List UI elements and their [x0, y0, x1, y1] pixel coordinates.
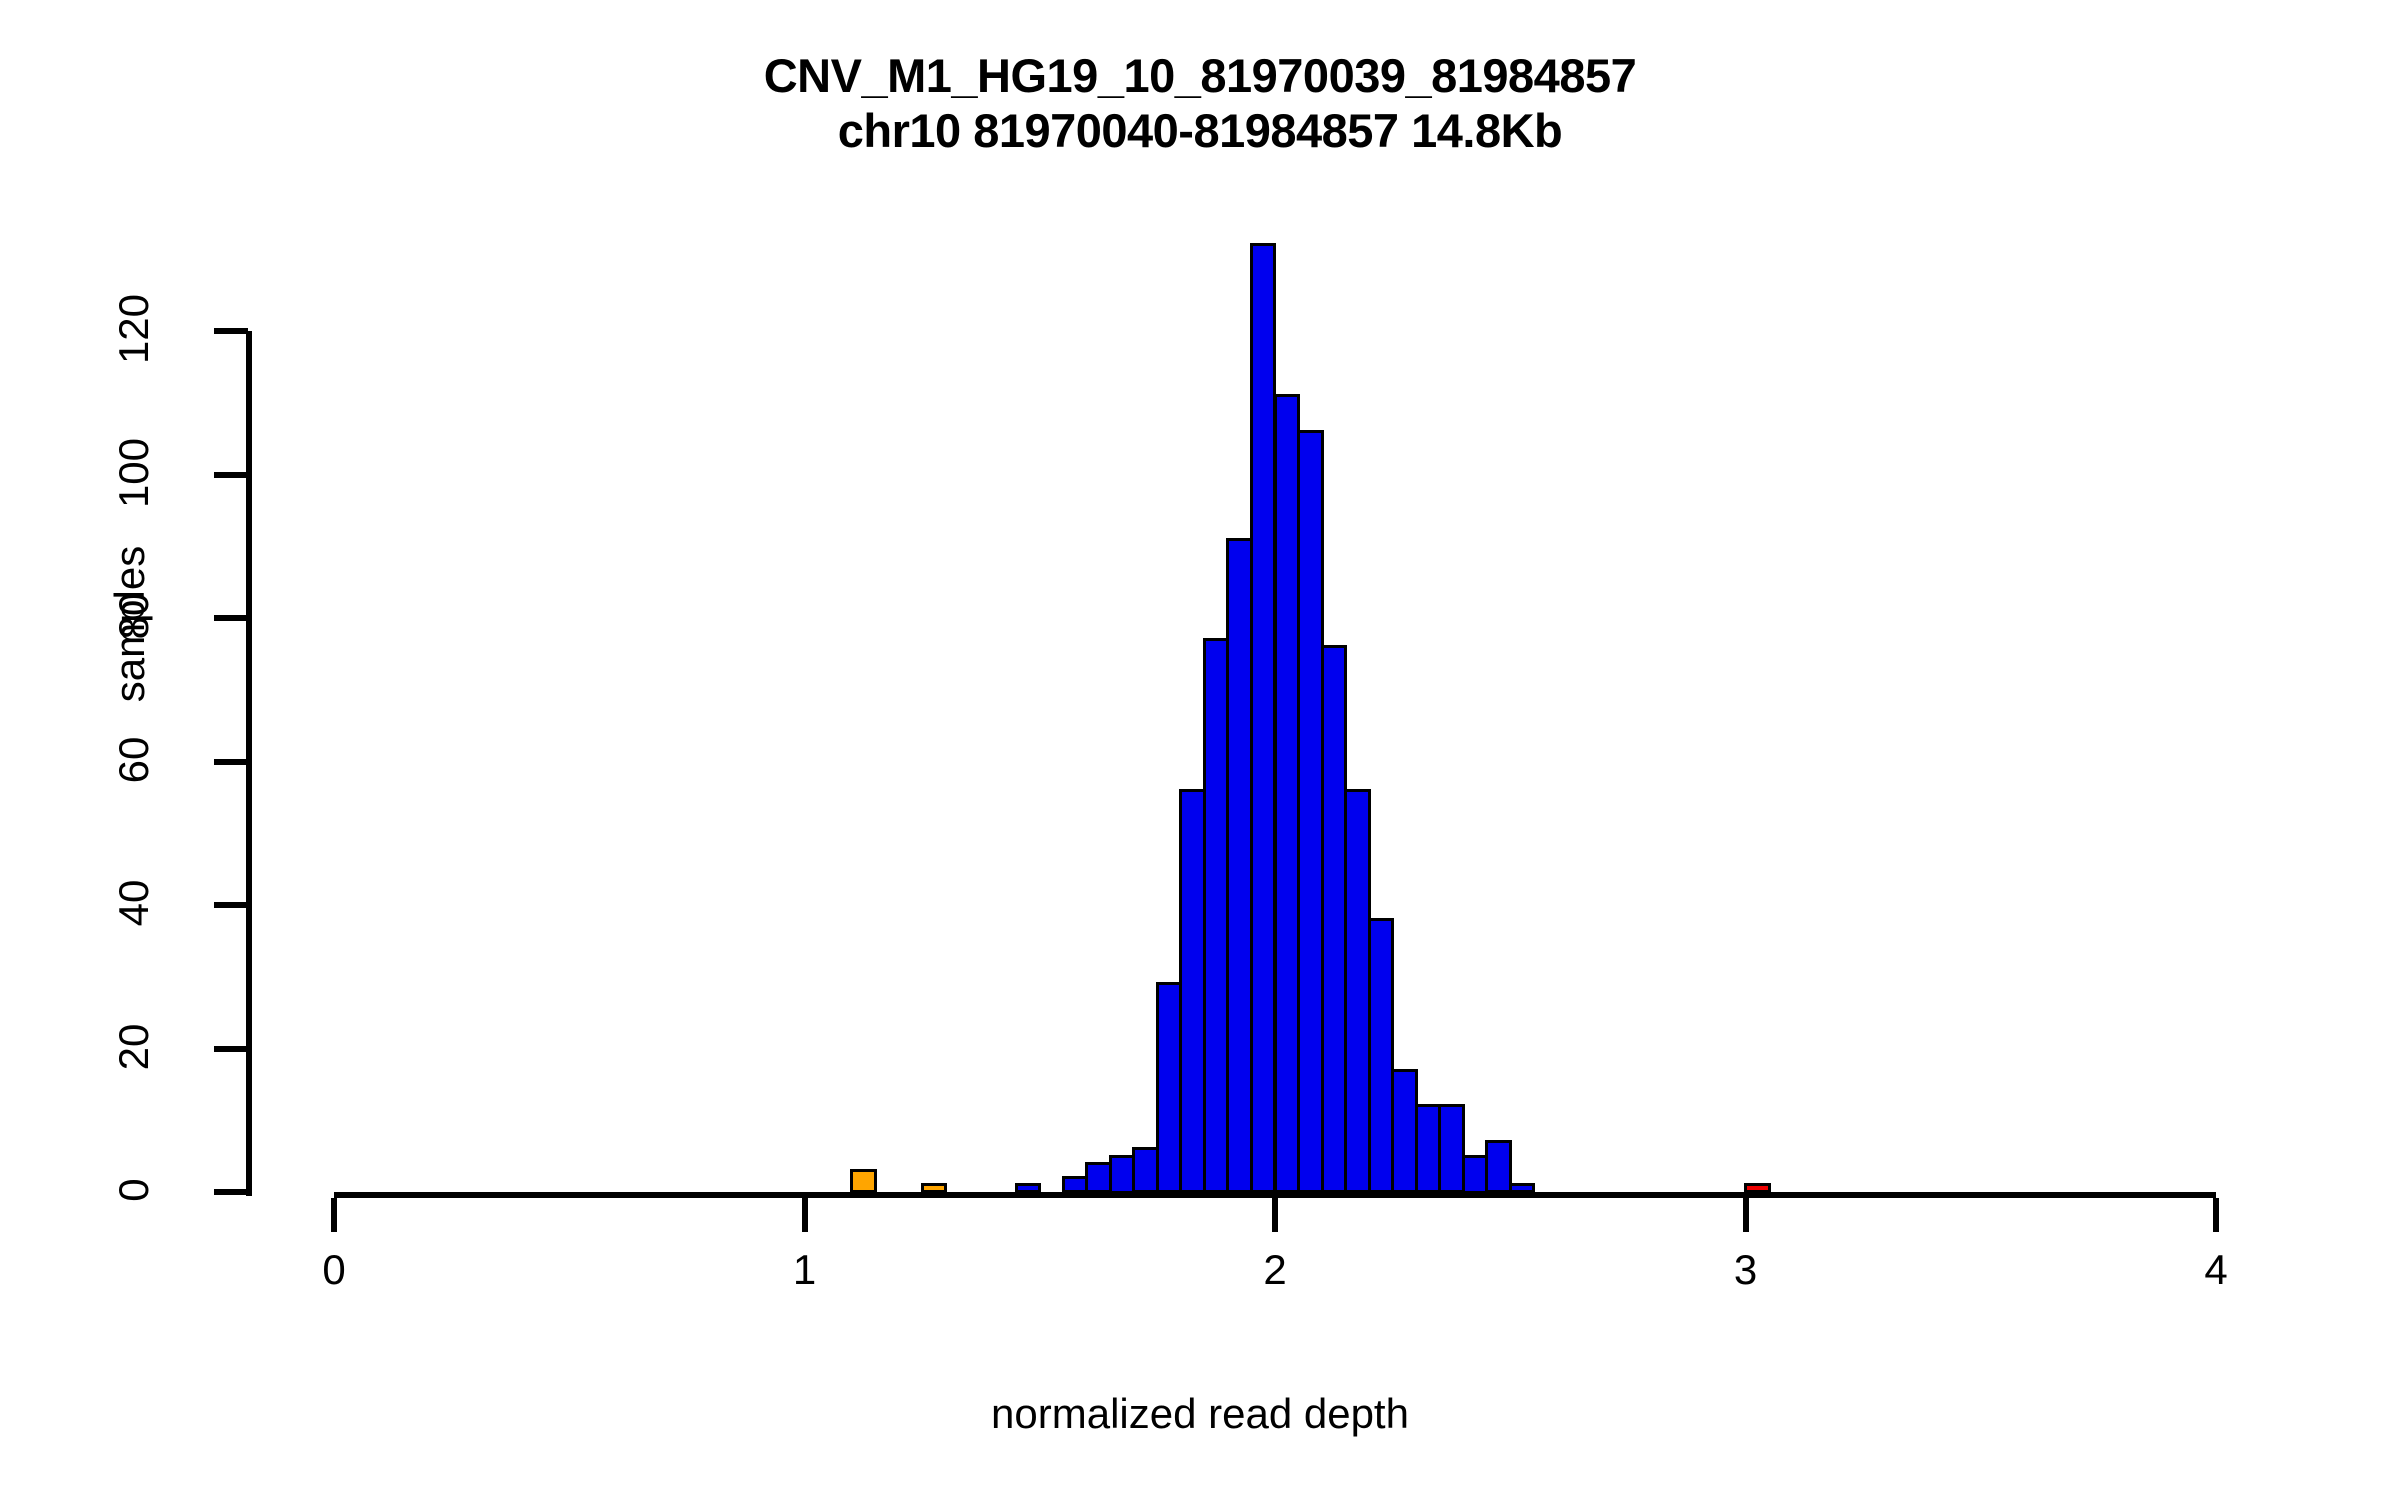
x-axis-line [334, 1192, 2216, 1198]
histogram-bar [1485, 1140, 1512, 1194]
histogram-bar [1461, 1154, 1489, 1194]
y-tick-label: 40 [110, 879, 157, 927]
x-tick-label: 2 [1263, 1246, 1287, 1293]
histogram-bar [1061, 1176, 1089, 1194]
histogram-bar [1344, 788, 1371, 1194]
x-axis-title: normalized read depth [991, 1390, 1409, 1437]
title-line-2: chr10 81970040-81984857 14.8Kb [837, 104, 1563, 158]
x-tick [1272, 1198, 1278, 1232]
title-line-1: CNV_M1_HG19_10_81970039_81984857 [763, 49, 1637, 102]
x-tick-label: 3 [1733, 1246, 1758, 1293]
histogram-bar [850, 1168, 877, 1194]
histogram-bar [1414, 1104, 1442, 1194]
y-tick-label: 20 [110, 1023, 157, 1070]
y-tick-label: 60 [110, 736, 157, 783]
y-tick [214, 471, 248, 478]
x-tick [331, 1198, 337, 1232]
x-tick-label: 0 [322, 1246, 346, 1293]
y-tick [214, 902, 248, 908]
x-tick [2213, 1198, 2219, 1232]
histogram-bar [1108, 1154, 1136, 1194]
y-tick-label: 120 [110, 293, 157, 365]
histogram-bar [1367, 917, 1395, 1194]
y-axis-line [246, 331, 252, 1196]
y-tick [214, 615, 248, 621]
y-tick-label: 100 [110, 437, 157, 508]
histogram-bar [920, 1183, 948, 1194]
y-tick-label: 0 [110, 1178, 157, 1202]
x-tick-label: 4 [2204, 1246, 2228, 1293]
histogram-bar [1014, 1183, 1042, 1194]
histogram-bar [1226, 537, 1253, 1194]
histogram-bar [1297, 429, 1324, 1194]
y-tick-label: 80 [110, 592, 157, 640]
chart-title: CNV_M1_HG19_10_81970039_81984857 chr10 8… [0, 48, 2400, 159]
histogram-bar [1744, 1183, 1771, 1194]
histogram-bar [1508, 1183, 1536, 1194]
y-tick [214, 328, 248, 334]
y-tick [214, 1045, 248, 1052]
y-tick [214, 758, 248, 765]
x-tick [1742, 1198, 1749, 1232]
y-tick [214, 1189, 248, 1195]
histogram-bar [1179, 788, 1206, 1194]
histogram-bar [1132, 1147, 1159, 1194]
x-tick [801, 1198, 808, 1232]
histogram-bar [1249, 243, 1277, 1194]
x-tick-label: 1 [792, 1246, 817, 1293]
histogram-bar [1438, 1104, 1465, 1194]
